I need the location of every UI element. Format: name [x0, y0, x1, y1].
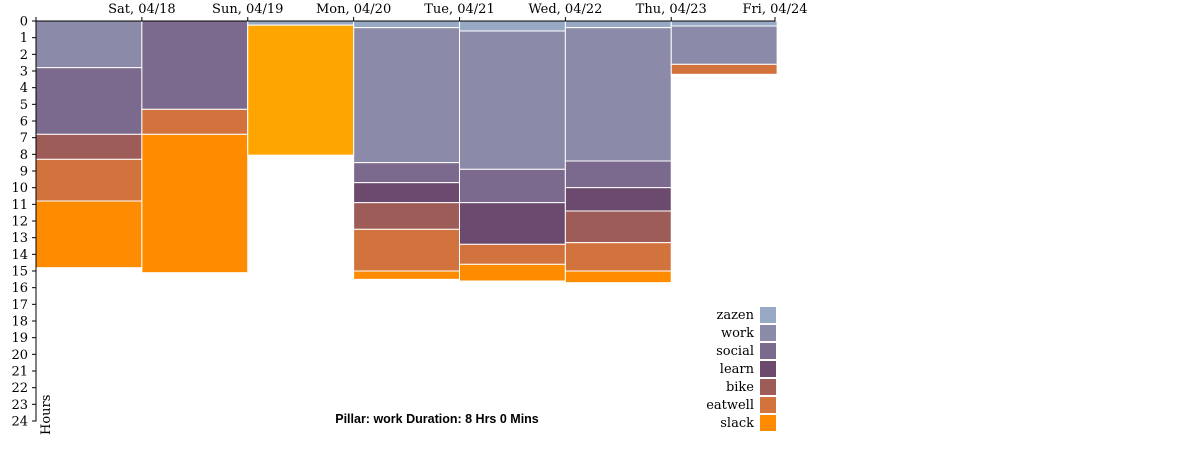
y-tick-label-5: 5 — [20, 98, 28, 113]
y-tick-label-6: 6 — [20, 115, 28, 130]
x-tick-label-2: Mon, 04/20 — [316, 2, 391, 17]
y-tick-label-18: 18 — [11, 315, 28, 330]
y-tick-label-22: 22 — [11, 381, 28, 396]
y-tick-label-19: 19 — [11, 331, 28, 346]
bar-segment-work-4[interactable] — [458, 30, 566, 170]
legend-swatch-learn[interactable] — [760, 361, 776, 377]
legend-label-zazen: zazen — [716, 308, 754, 323]
bar-segment-eatwell-4[interactable] — [458, 243, 566, 265]
bar-segment-social-4[interactable] — [458, 168, 566, 204]
y-tick-label-12: 12 — [11, 215, 28, 230]
bar-segment-work-3[interactable] — [353, 27, 460, 164]
y-tick-label-8: 8 — [20, 148, 28, 163]
y-tick-label-7: 7 — [20, 131, 28, 146]
bar-segment-learn-3[interactable] — [353, 182, 460, 204]
bar-segment-work-0[interactable] — [35, 20, 143, 69]
y-tick-label-2: 2 — [20, 48, 28, 63]
y-tick-label-21: 21 — [11, 365, 28, 380]
legend-swatch-work[interactable] — [760, 325, 776, 341]
x-tick-label-3: Tue, 04/21 — [424, 2, 494, 17]
y-tick-label-24: 24 — [11, 415, 28, 430]
y-tick-label-16: 16 — [11, 281, 28, 296]
y-tick-label-10: 10 — [11, 181, 28, 196]
bar-segment-zazen-5[interactable] — [564, 20, 672, 29]
legend-label-bike: bike — [726, 380, 754, 395]
y-tick-label-15: 15 — [11, 265, 28, 280]
bar-segment-eatwell-0[interactable] — [35, 158, 143, 202]
bar-segment-learn-5[interactable] — [564, 187, 672, 212]
bar-segment-eatwell-1[interactable] — [141, 108, 249, 135]
y-tick-label-23: 23 — [11, 398, 28, 413]
bar-segment-social-0[interactable] — [35, 67, 143, 135]
legend-swatch-social[interactable] — [760, 343, 776, 359]
hover-status-text: Pillar: work Duration: 8 Hrs 0 Mins — [335, 412, 539, 426]
y-tick-label-0: 0 — [20, 15, 28, 30]
legend-swatch-bike[interactable] — [760, 379, 776, 395]
bar-segment-social-3[interactable] — [353, 162, 460, 184]
legend-label-eatwell: eatwell — [706, 398, 754, 413]
bar-segment-work-5[interactable] — [564, 27, 672, 162]
x-tick-label-4: Wed, 04/22 — [528, 2, 602, 17]
bar-segment-slack-3[interactable] — [353, 270, 460, 280]
y-tick-label-1: 1 — [20, 31, 28, 46]
legend-swatch-eatwell[interactable] — [760, 397, 776, 413]
y-tick-label-9: 9 — [20, 165, 28, 180]
bar-segment-slack-1[interactable] — [141, 133, 249, 274]
bar-segment-zazen-3[interactable] — [353, 20, 460, 29]
legend-label-slack: slack — [720, 416, 754, 431]
y-tick-label-13: 13 — [11, 231, 28, 246]
bar-segment-eatwell-6[interactable] — [670, 63, 778, 75]
bar-segment-zazen-2[interactable] — [247, 20, 355, 26]
bar-segment-slack-4[interactable] — [458, 263, 566, 282]
bar-segment-zazen-6[interactable] — [670, 20, 778, 27]
legend-swatch-slack[interactable] — [760, 415, 776, 431]
bar-segment-eatwell-5[interactable] — [564, 242, 672, 272]
bar-segment-work-6[interactable] — [670, 25, 778, 65]
bar-segment-bike-3[interactable] — [353, 202, 460, 230]
y-tick-label-3: 3 — [20, 65, 28, 80]
x-axis-line — [35, 17, 776, 22]
legend: zazen work social learn bike eatwell slack — [706, 307, 776, 431]
x-axis: Sat, 04/18 Sun, 04/19 Mon, 04/20 Tue, 04/21… — [35, 2, 808, 22]
bar-segment-slack-0[interactable] — [35, 200, 143, 269]
bar-segment-eatwell-3[interactable] — [353, 228, 460, 272]
y-tick-label-20: 20 — [11, 348, 28, 363]
bar-segment-learn-4[interactable] — [458, 202, 566, 245]
legend-label-social: social — [716, 344, 754, 359]
y-tick-label-11: 11 — [11, 198, 28, 213]
x-tick-label-5: Thu, 04/23 — [636, 2, 707, 17]
legend-label-learn: learn — [720, 362, 755, 377]
x-tick-label-6: Fri, 04/24 — [742, 2, 807, 17]
y-axis-label: Hours — [39, 395, 54, 435]
y-tick-label-17: 17 — [11, 298, 28, 313]
bar-segment-bike-0[interactable] — [35, 133, 143, 160]
x-tick-label-1: Sun, 04/19 — [212, 2, 283, 17]
bar-segment-social-5[interactable] — [564, 160, 672, 189]
y-tick-label-4: 4 — [20, 81, 28, 96]
bars-group — [35, 20, 778, 284]
bar-segment-bike-5[interactable] — [564, 210, 672, 244]
bar-segment-social-1[interactable] — [141, 20, 249, 110]
bar-segment-zazen-4[interactable] — [458, 20, 566, 32]
x-tick-label-0: Sat, 04/18 — [108, 2, 176, 17]
legend-swatch-zazen[interactable] — [760, 307, 776, 323]
legend-label-work: work — [721, 326, 754, 341]
bar-segment-highlight[interactable] — [247, 24, 355, 156]
bar-segment-slack-5[interactable] — [564, 270, 672, 284]
y-tick-label-14: 14 — [11, 248, 28, 263]
